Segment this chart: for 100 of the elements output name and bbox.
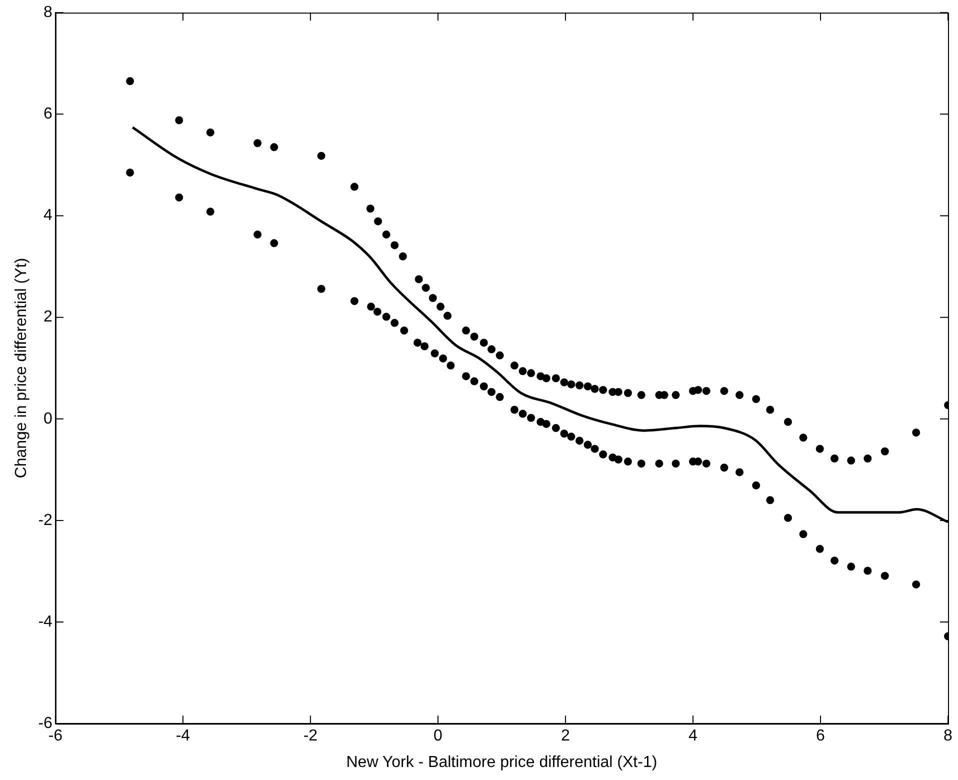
point	[496, 393, 504, 402]
point	[847, 456, 856, 465]
point	[599, 450, 608, 458]
point	[398, 252, 407, 260]
point	[720, 464, 728, 472]
y-axis-title: Change in price differential (Yt)	[13, 258, 30, 478]
point	[436, 302, 445, 311]
point	[414, 275, 423, 284]
point	[560, 378, 568, 386]
point	[880, 447, 889, 456]
point	[672, 460, 680, 468]
x-tick-label: 6	[816, 728, 826, 745]
point	[175, 116, 184, 124]
point	[206, 208, 214, 216]
point	[542, 374, 550, 382]
x-tick-label: 8	[944, 728, 953, 745]
point	[614, 456, 622, 464]
point	[480, 338, 488, 347]
point	[864, 454, 872, 462]
point	[470, 332, 478, 341]
y-tick-label: 4	[44, 207, 53, 224]
point	[847, 562, 856, 571]
x-tick-label: 0	[434, 728, 443, 745]
point	[373, 308, 382, 316]
point	[420, 342, 429, 350]
point	[736, 468, 744, 476]
point	[422, 284, 430, 292]
point	[590, 384, 599, 393]
point	[428, 294, 437, 302]
point	[317, 284, 326, 293]
point	[367, 302, 376, 311]
point	[672, 391, 680, 400]
point	[567, 380, 576, 388]
point	[624, 458, 632, 466]
point	[702, 386, 710, 395]
point	[390, 241, 399, 250]
point	[430, 349, 439, 358]
point	[270, 239, 278, 248]
point	[400, 326, 408, 335]
point	[270, 143, 278, 152]
point	[624, 388, 632, 397]
point	[350, 182, 358, 191]
point	[584, 382, 592, 390]
point	[830, 556, 839, 565]
point	[655, 460, 664, 468]
point	[510, 406, 518, 414]
point	[462, 326, 470, 335]
point	[720, 386, 728, 395]
point	[784, 514, 792, 522]
point	[462, 372, 470, 380]
point	[766, 496, 774, 504]
y-tick-label: -2	[38, 512, 53, 529]
y-tick-label: -6	[38, 715, 53, 732]
point	[382, 230, 390, 239]
x-axis-title: New York - Baltimore price differential (Xt-1)	[346, 754, 658, 771]
point	[599, 386, 608, 394]
x-tick-label: 2	[561, 728, 570, 745]
point	[374, 217, 382, 226]
point	[254, 139, 262, 148]
point	[575, 381, 584, 390]
point	[752, 395, 760, 404]
point	[542, 420, 550, 428]
point	[816, 544, 824, 553]
point	[496, 351, 504, 360]
point	[864, 566, 872, 575]
y-tick-label: 8	[44, 4, 53, 22]
y-tick-label: 6	[44, 106, 53, 123]
y-tick-label: 0	[44, 410, 53, 428]
point	[736, 391, 744, 400]
point	[488, 388, 496, 396]
point	[816, 444, 824, 453]
point	[590, 444, 599, 453]
point	[912, 580, 920, 588]
point	[414, 338, 422, 347]
point	[830, 454, 839, 462]
x-tick-label: -4	[176, 728, 190, 745]
point	[912, 428, 920, 437]
point	[444, 312, 452, 320]
point	[880, 572, 889, 580]
point	[527, 369, 536, 378]
point	[175, 193, 184, 202]
point	[766, 406, 774, 414]
point	[439, 354, 448, 362]
point	[488, 345, 496, 354]
point	[799, 434, 808, 442]
point	[480, 382, 488, 390]
point	[552, 424, 560, 432]
point	[637, 391, 646, 400]
point	[446, 362, 455, 370]
point	[752, 481, 760, 490]
point	[470, 377, 478, 386]
point	[206, 128, 214, 136]
point	[126, 168, 134, 177]
point	[567, 432, 576, 441]
point	[799, 530, 808, 538]
point	[366, 204, 374, 213]
point	[317, 152, 326, 160]
point	[390, 318, 399, 327]
point	[518, 410, 527, 418]
point	[126, 77, 134, 86]
